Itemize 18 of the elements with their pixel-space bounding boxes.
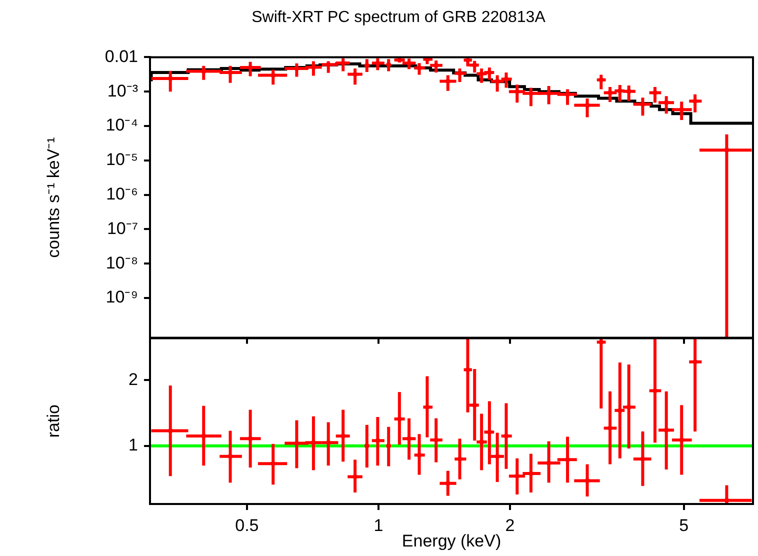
y-tick-label: 10⁻⁹ (106, 288, 138, 307)
y-tick-label: 10⁻⁸ (106, 253, 138, 272)
x-tick-label: 2 (505, 516, 515, 535)
y-tick-label: 10⁻⁷ (106, 218, 138, 238)
chart-title: Swift-XRT PC spectrum of GRB 220813A (252, 9, 546, 26)
x-axis-title: Energy (keV) (402, 531, 502, 550)
y-axis-title: ratio (44, 404, 63, 438)
y-tick-label: 0.01 (104, 46, 138, 66)
y-axis-title: counts s⁻¹ keV⁻¹ (44, 136, 63, 258)
x-tick-label: 0.5 (235, 516, 259, 535)
x-tick-label: 5 (679, 516, 689, 535)
y-tick-label: 10⁻³ (107, 81, 138, 100)
y-tick-label: 2 (128, 370, 138, 389)
y-tick-label: 10⁻⁶ (106, 184, 138, 204)
y-tick-label: 1 (128, 436, 138, 455)
x-tick-label: 1 (374, 516, 384, 535)
y-tick-label: 10⁻⁵ (106, 150, 138, 170)
y-tick-label: 10⁻⁴ (106, 116, 138, 135)
